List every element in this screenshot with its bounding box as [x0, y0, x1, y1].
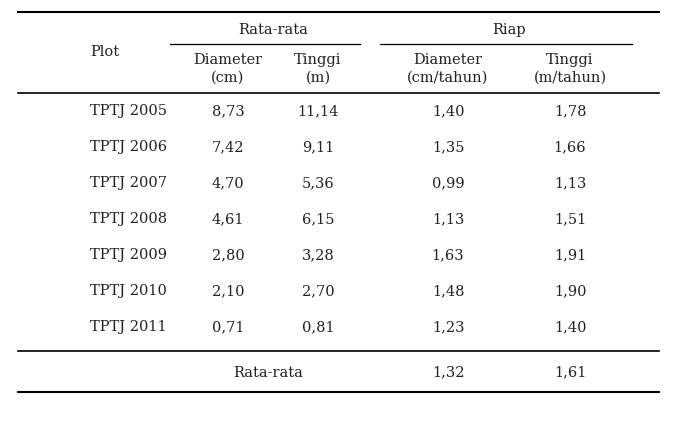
Text: 4,61: 4,61 [212, 212, 244, 226]
Text: 1,13: 1,13 [432, 212, 464, 226]
Text: (m): (m) [305, 71, 330, 85]
Text: 1,35: 1,35 [432, 140, 464, 154]
Text: 1,78: 1,78 [554, 104, 586, 118]
Text: TPTJ 2008: TPTJ 2008 [90, 212, 167, 226]
Text: Diameter: Diameter [414, 53, 483, 67]
Text: 1,66: 1,66 [554, 140, 586, 154]
Text: 1,61: 1,61 [554, 365, 586, 379]
Text: 1,23: 1,23 [432, 320, 464, 334]
Text: 1,32: 1,32 [432, 365, 464, 379]
Text: 0,71: 0,71 [212, 320, 244, 334]
Text: 5,36: 5,36 [302, 176, 334, 190]
Text: TPTJ 2006: TPTJ 2006 [90, 140, 167, 154]
Text: Rata-rata: Rata-rata [238, 23, 308, 37]
Text: Rata-rata: Rata-rata [233, 365, 303, 379]
Text: 1,40: 1,40 [432, 104, 464, 118]
Text: 1,40: 1,40 [554, 320, 586, 334]
Text: TPTJ 2009: TPTJ 2009 [90, 248, 167, 262]
Text: 0,81: 0,81 [302, 320, 334, 334]
Text: 1,63: 1,63 [432, 248, 464, 262]
Text: 1,51: 1,51 [554, 212, 586, 226]
Text: (cm/tahun): (cm/tahun) [408, 71, 489, 85]
Text: TPTJ 2011: TPTJ 2011 [90, 320, 167, 334]
Text: 0,99: 0,99 [432, 176, 464, 190]
Text: 4,70: 4,70 [212, 176, 244, 190]
Text: (cm): (cm) [211, 71, 244, 85]
Text: 9,11: 9,11 [302, 140, 334, 154]
Text: Riap: Riap [492, 23, 526, 37]
Text: Tinggi: Tinggi [546, 53, 594, 67]
Text: 8,73: 8,73 [212, 104, 244, 118]
Text: 1,90: 1,90 [554, 284, 586, 298]
Text: 11,14: 11,14 [297, 104, 338, 118]
Text: (m/tahun): (m/tahun) [533, 71, 607, 85]
Text: TPTJ 2005: TPTJ 2005 [90, 104, 167, 118]
Text: 2,70: 2,70 [302, 284, 334, 298]
Text: 6,15: 6,15 [302, 212, 334, 226]
Text: Tinggi: Tinggi [294, 53, 342, 67]
Text: 3,28: 3,28 [302, 248, 334, 262]
Text: 2,80: 2,80 [212, 248, 244, 262]
Text: 1,48: 1,48 [432, 284, 464, 298]
Text: 7,42: 7,42 [212, 140, 244, 154]
Text: Diameter: Diameter [194, 53, 263, 67]
Text: Plot: Plot [91, 45, 120, 59]
Text: TPTJ 2010: TPTJ 2010 [90, 284, 167, 298]
Text: 1,13: 1,13 [554, 176, 586, 190]
Text: 1,91: 1,91 [554, 248, 586, 262]
Text: TPTJ 2007: TPTJ 2007 [90, 176, 167, 190]
Text: 2,10: 2,10 [212, 284, 244, 298]
